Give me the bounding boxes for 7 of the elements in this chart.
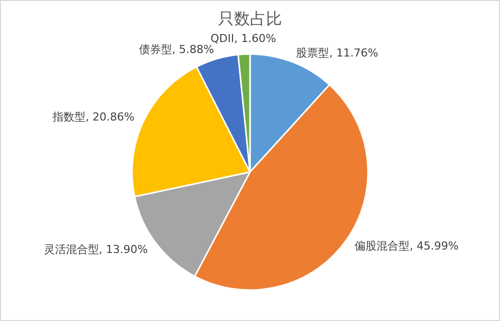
slice-label: QDII, 1.60% [210, 32, 276, 46]
slice-label: 股票型, 11.76% [296, 46, 378, 60]
slice-label: 债券型, 5.88% [139, 43, 214, 56]
chart-title: 只数占比 [218, 9, 282, 28]
slice-label: 偏股混合型, 45.99% [354, 240, 459, 253]
slice-label: 灵活混合型, 13.90% [44, 242, 148, 256]
slice-label: 指数型, 20.86% [52, 110, 134, 124]
